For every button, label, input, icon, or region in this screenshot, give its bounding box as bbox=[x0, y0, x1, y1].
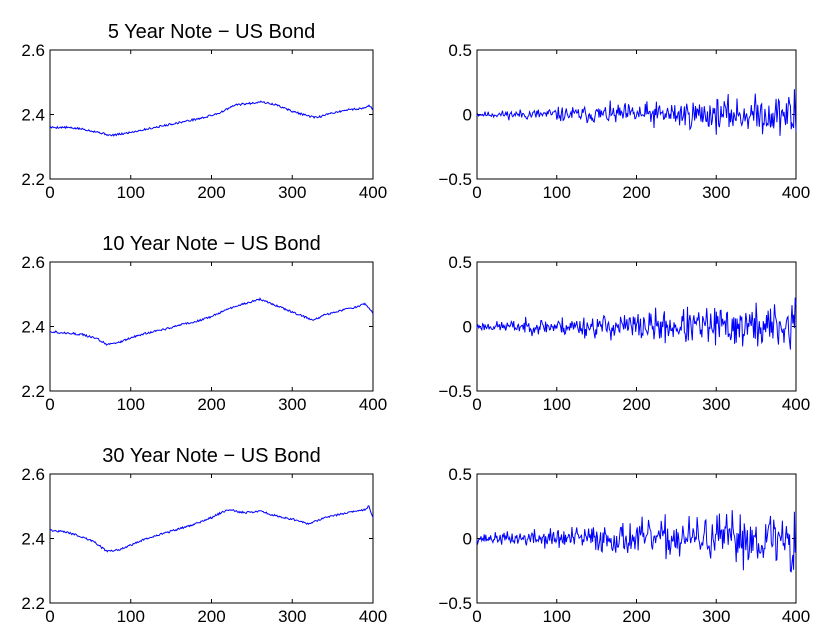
y-tick-label: 2.2 bbox=[21, 382, 45, 401]
subplot-title: 10 Year Note − US Bond bbox=[102, 233, 321, 255]
y-tick-label: −0.5 bbox=[438, 382, 472, 401]
axes-box bbox=[49, 261, 374, 392]
x-tick-label: 100 bbox=[543, 395, 571, 414]
x-tick-label: 300 bbox=[278, 395, 306, 414]
x-tick-label: 200 bbox=[622, 183, 650, 202]
x-tick-label: 0 bbox=[472, 395, 481, 414]
subplot-title: 5 Year Note − US Bond bbox=[108, 21, 315, 43]
y-tick-label: −0.5 bbox=[438, 594, 472, 613]
subplot-2: 0 100 200 300 400−0.500.5 bbox=[438, 41, 810, 202]
x-tick-label: 400 bbox=[782, 395, 810, 414]
x-tick-label: 300 bbox=[702, 607, 730, 626]
y-tick-label: 2.6 bbox=[21, 465, 45, 484]
x-tick-label: 200 bbox=[197, 395, 225, 414]
x-tick-label: 200 bbox=[197, 183, 225, 202]
y-tick-label: 2.2 bbox=[21, 170, 45, 189]
y-tick-label: 0 bbox=[463, 530, 472, 549]
x-tick-label: 300 bbox=[702, 183, 730, 202]
x-tick-label: 300 bbox=[278, 607, 306, 626]
x-tick-label: 400 bbox=[359, 183, 387, 202]
series-line bbox=[49, 100, 374, 137]
subplot-title: 30 Year Note − US Bond bbox=[102, 445, 321, 467]
x-tick-label: 100 bbox=[117, 395, 145, 414]
y-tick-label: 0.5 bbox=[448, 253, 472, 272]
x-tick-label: 400 bbox=[359, 607, 387, 626]
y-tick-label: 2.6 bbox=[21, 253, 45, 272]
x-tick-label: 300 bbox=[278, 183, 306, 202]
x-tick-label: 200 bbox=[622, 395, 650, 414]
x-tick-label: 0 bbox=[45, 607, 54, 626]
x-tick-label: 300 bbox=[702, 395, 730, 414]
subplot-6: 0 100 200 300 400−0.500.5 bbox=[438, 465, 810, 626]
x-tick-label: 100 bbox=[543, 183, 571, 202]
x-tick-label: 100 bbox=[117, 607, 145, 626]
series-line bbox=[476, 297, 797, 350]
x-tick-label: 0 bbox=[472, 607, 481, 626]
x-tick-label: 400 bbox=[359, 395, 387, 414]
y-tick-label: 2.4 bbox=[21, 106, 45, 125]
y-tick-label: 0.5 bbox=[448, 41, 472, 60]
x-tick-label: 0 bbox=[472, 183, 481, 202]
x-tick-label: 0 bbox=[45, 183, 54, 202]
x-tick-label: 200 bbox=[622, 607, 650, 626]
subplot-1: 0 100 200 300 400 2.2 2.4 2.6 5 Year Note − US B… bbox=[21, 21, 387, 202]
y-tick-label: 0.5 bbox=[448, 465, 472, 484]
series-line bbox=[476, 510, 797, 573]
y-tick-label: 2.4 bbox=[21, 530, 45, 549]
x-tick-label: 100 bbox=[543, 607, 571, 626]
axes-box bbox=[49, 49, 374, 180]
y-tick-label: 2.4 bbox=[21, 318, 45, 337]
x-tick-label: 400 bbox=[782, 183, 810, 202]
series-line bbox=[50, 297, 374, 346]
x-tick-label: 200 bbox=[197, 607, 225, 626]
axes-box bbox=[49, 473, 374, 604]
y-tick-label: 2.2 bbox=[21, 594, 45, 613]
series-line bbox=[49, 505, 374, 553]
y-tick-label: 2.6 bbox=[21, 41, 45, 60]
x-tick-label: 100 bbox=[117, 183, 145, 202]
x-tick-label: 400 bbox=[782, 607, 810, 626]
subplot-3: 0 100 200 300 400 2.2 2.4 2.6 10 Year Note − US … bbox=[21, 233, 387, 414]
y-tick-label: 0 bbox=[463, 318, 472, 337]
subplot-5: 0 100 200 300 400 2.2 2.4 2.6 30 Year Note − US … bbox=[21, 445, 387, 626]
y-tick-label: 0 bbox=[463, 106, 472, 125]
subplot-4: 0 100 200 300 400−0.500.5 bbox=[438, 253, 810, 414]
series-line bbox=[476, 89, 797, 136]
x-tick-label: 0 bbox=[45, 395, 54, 414]
y-tick-label: −0.5 bbox=[438, 170, 472, 189]
